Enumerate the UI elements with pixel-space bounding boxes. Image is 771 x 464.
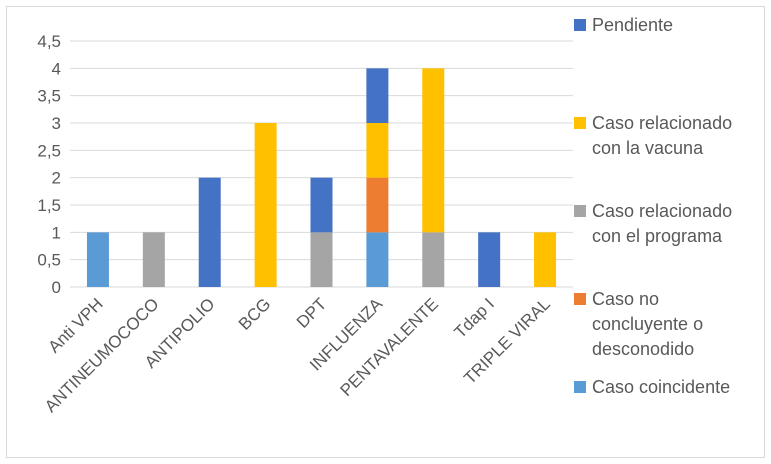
bar-segment <box>310 232 333 287</box>
legend-swatch <box>574 381 586 393</box>
bar-segment <box>478 232 501 287</box>
bar-segment <box>142 232 165 287</box>
legend-label: con el programa <box>592 226 723 246</box>
bar-segment <box>366 123 389 178</box>
bar-segment <box>366 68 389 123</box>
y-tick-label: 0,5 <box>37 251 61 270</box>
legend-swatch <box>574 117 586 129</box>
bar-segment <box>310 177 333 233</box>
y-tick-label: 3 <box>52 114 61 133</box>
legend-label: Caso coincidente <box>592 377 730 397</box>
y-tick-label: 4 <box>52 59 61 78</box>
legend-label: concluyente o <box>592 314 703 334</box>
legend-label: desconodido <box>592 339 694 359</box>
legend-swatch <box>574 205 586 217</box>
legend-label: Caso no <box>592 289 659 309</box>
y-tick-label: 1,5 <box>37 196 61 215</box>
legend: Pendiente Caso relacionado con la vacuna Ca… <box>574 15 732 397</box>
y-axis-ticks: 0 0,5 1 1,5 2 2,5 3 3,5 4 4,5 <box>37 32 61 297</box>
y-tick-label: 0 <box>52 278 61 297</box>
x-tick-label: Tdap I <box>450 294 498 342</box>
legend-swatch <box>574 293 586 305</box>
bar-segment <box>366 232 389 287</box>
y-tick-label: 3,5 <box>37 87 61 106</box>
x-tick-label: BCG <box>235 294 274 333</box>
y-tick-label: 2 <box>52 169 61 188</box>
bar-segment <box>366 177 389 233</box>
bars <box>86 68 557 287</box>
x-tick-label: PENTAVALENTE <box>336 294 442 400</box>
legend-label: con la vacuna <box>592 138 704 158</box>
y-tick-label: 1 <box>52 223 61 242</box>
bar-segment <box>86 232 109 287</box>
y-tick-label: 4,5 <box>37 32 61 51</box>
legend-label: Caso relacionado <box>592 201 732 221</box>
bar-segment <box>422 232 445 287</box>
y-tick-label: 2,5 <box>37 141 61 160</box>
bar-segment <box>422 68 445 233</box>
bar-segment <box>254 123 277 287</box>
bar-segment <box>198 177 221 287</box>
bar-segment <box>534 232 557 287</box>
legend-label: Caso relacionado <box>592 113 732 133</box>
x-tick-label: DPT <box>293 294 330 331</box>
legend-label: Pendiente <box>592 15 673 35</box>
legend-swatch <box>574 19 586 31</box>
